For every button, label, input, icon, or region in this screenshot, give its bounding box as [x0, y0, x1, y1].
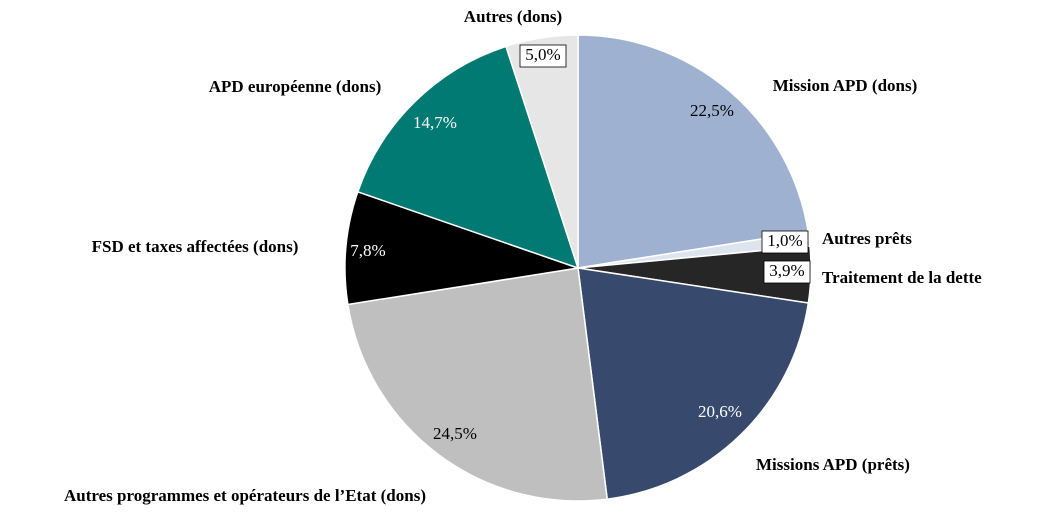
pie-slice: [356, 45, 580, 270]
category-label: Autres programmes et opérateurs de l’Eta…: [64, 486, 426, 505]
pie-slice: [344, 190, 579, 306]
pie-slice: [347, 267, 609, 502]
label-box: [761, 230, 809, 254]
category-label: FSD et taxes affectées (dons): [92, 237, 299, 256]
category-label: Autres prêts: [822, 229, 912, 248]
pie-slice: [577, 267, 810, 501]
category-label: Missions APD (prêts): [756, 455, 910, 474]
value-label: 24,5%: [433, 424, 477, 443]
label-box: [519, 44, 567, 68]
value-label: 5,0%: [525, 45, 560, 64]
value-label: 1,0%: [767, 231, 802, 250]
category-label: APD européenne (dons): [209, 77, 382, 96]
pie-slice: [577, 34, 809, 269]
category-label: Traitement de la dette: [822, 268, 982, 287]
pie-slice: [505, 34, 579, 269]
category-label: Mission APD (dons): [773, 76, 918, 95]
value-label: 20,6%: [698, 402, 742, 421]
value-label: 14,7%: [413, 113, 457, 132]
value-label: 7,8%: [350, 241, 385, 260]
value-label: 22,5%: [690, 101, 734, 120]
label-box: [763, 260, 811, 284]
value-label: 3,9%: [769, 261, 804, 280]
category-label: Autres (dons): [464, 7, 562, 26]
